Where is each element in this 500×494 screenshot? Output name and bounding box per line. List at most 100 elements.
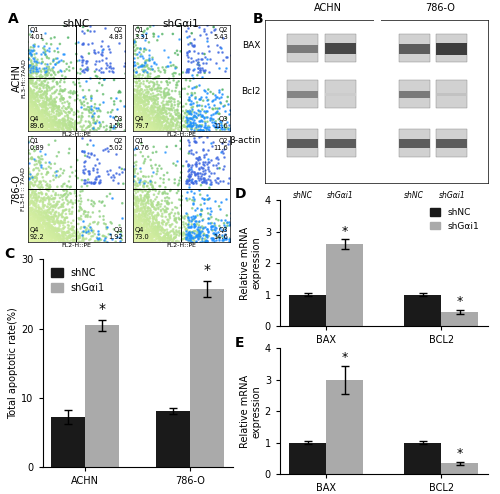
Point (31, 99, 39, 107)
Point (156, 188, 164, 196)
Point (128, 229, 136, 237)
Point (106, 190, 114, 198)
Point (102, 167, 110, 175)
Point (194, 84, 202, 92)
Point (54, 80, 62, 87)
Point (130, 107, 138, 115)
Point (44, 93, 52, 101)
Point (59, 232, 67, 240)
Point (222, 236, 230, 244)
Point (42, 60, 50, 68)
Point (140, 222, 148, 230)
Point (134, 233, 142, 241)
Point (204, 155, 212, 163)
Point (159, 112, 167, 120)
Point (139, 230, 147, 238)
Point (151, 109, 159, 117)
Point (176, 126, 184, 134)
Point (188, 109, 196, 117)
Point (148, 220, 156, 228)
Point (78, 127, 86, 135)
Point (46, 183, 54, 191)
Point (105, 67, 113, 75)
Point (39, 108, 47, 116)
Point (168, 206, 176, 213)
Point (167, 93, 175, 101)
Point (204, 85, 212, 93)
Point (55, 103, 63, 111)
Point (144, 96, 152, 104)
Point (132, 234, 140, 242)
Point (29, 218, 37, 226)
Point (30, 196, 38, 204)
Point (211, 223, 219, 231)
Point (130, 233, 138, 241)
Point (68, 120, 76, 127)
Point (148, 232, 156, 240)
Point (30, 121, 38, 128)
Point (34, 108, 42, 116)
Point (26, 237, 34, 245)
Point (38, 125, 46, 133)
Point (130, 218, 138, 226)
Point (44, 126, 52, 134)
Point (28, 120, 36, 127)
Point (131, 117, 139, 125)
Point (132, 111, 140, 119)
Point (48, 224, 56, 232)
Point (152, 223, 160, 231)
Point (152, 226, 160, 234)
Point (142, 64, 150, 72)
Point (50, 95, 58, 103)
Point (183, 176, 191, 184)
Point (138, 224, 145, 232)
Point (26, 113, 34, 121)
Point (132, 116, 140, 124)
Point (50, 117, 58, 124)
Point (160, 175, 168, 183)
Point (45, 121, 53, 129)
Point (24, 100, 32, 108)
Point (38, 126, 46, 134)
Point (136, 104, 144, 112)
Point (153, 227, 161, 235)
Point (57, 67, 65, 75)
Point (48, 67, 56, 75)
Point (27, 86, 35, 94)
Point (242, 223, 250, 231)
Point (150, 121, 158, 129)
Point (148, 84, 156, 92)
Point (66, 117, 74, 125)
Point (45, 126, 53, 134)
Point (30, 125, 38, 133)
X-axis label: FL2-H::PE: FL2-H::PE (62, 244, 91, 248)
Point (26, 121, 34, 128)
Point (148, 124, 156, 132)
Point (130, 173, 138, 181)
Point (58, 99, 66, 107)
Point (140, 217, 148, 225)
Point (135, 186, 143, 194)
Point (26, 90, 34, 98)
Point (185, 169, 193, 177)
Point (140, 44, 147, 52)
Point (170, 98, 178, 106)
Point (42, 88, 50, 96)
Point (148, 201, 156, 209)
Point (84, 175, 92, 183)
Point (219, 56, 227, 64)
Point (28, 236, 36, 244)
Point (129, 112, 137, 120)
Point (60, 238, 68, 246)
Point (164, 229, 172, 237)
Point (154, 110, 162, 118)
Point (210, 197, 218, 205)
Point (134, 116, 142, 124)
Point (32, 69, 40, 77)
Point (80, 228, 88, 236)
Point (160, 229, 168, 237)
Point (152, 228, 160, 236)
Point (132, 51, 140, 59)
Point (199, 97, 207, 105)
Point (40, 229, 48, 237)
